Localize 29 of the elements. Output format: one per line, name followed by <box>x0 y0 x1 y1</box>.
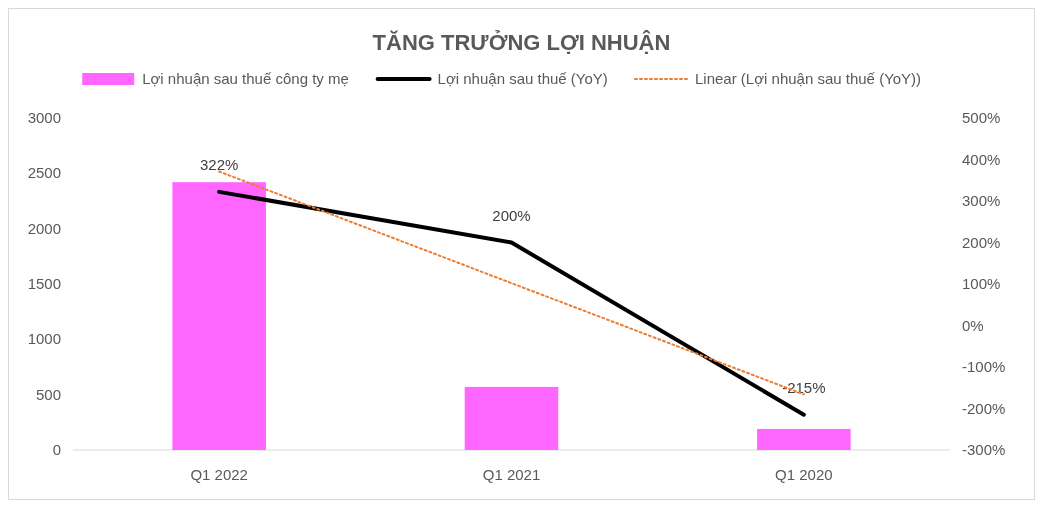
legend-label: Linear (Lợi nhuận sau thuế (YoY)) <box>695 70 922 87</box>
data-label: 322% <box>199 155 239 173</box>
legend-label: Lợi nhuận sau thuế công ty mẹ <box>142 70 349 87</box>
y2-tick-label: 300% <box>962 192 1001 209</box>
bar <box>464 386 559 450</box>
y2-tick-label: 0% <box>962 316 984 334</box>
y-tick-label: 1000 <box>27 330 61 348</box>
x-tick-label: Q1 2020 <box>775 466 833 483</box>
y2-tick-label: -300% <box>962 441 1006 458</box>
y-tick-label: 2000 <box>27 219 61 237</box>
legend-label: Lợi nhuận sau thuế (YoY) <box>437 70 608 87</box>
y2-tick-label: 500% <box>962 109 1001 126</box>
x-tick-label: Q1 2022 <box>190 466 248 483</box>
y-tick-label: 1500 <box>27 275 61 292</box>
data-label: -215% <box>782 378 826 396</box>
y-tick-label: 3000 <box>27 109 61 126</box>
y2-tick-label: 100% <box>962 275 1001 292</box>
x-tick-label: Q1 2021 <box>482 466 541 483</box>
y2-tick-label: -200% <box>962 399 1006 417</box>
data-label: 200% <box>492 206 531 224</box>
y-tick-label: 0 <box>52 441 61 458</box>
y2-tick-label: 200% <box>962 233 1001 251</box>
chart-title: TĂNG TRƯỞNG LỢI NHUẬN <box>372 30 671 55</box>
bar <box>172 182 266 450</box>
y-tick-label: 500 <box>35 385 61 403</box>
y2-tick-label: 400% <box>962 150 1001 168</box>
y2-tick-label: -100% <box>962 358 1006 375</box>
bar <box>757 428 851 450</box>
y-tick-label: 2500 <box>27 164 61 182</box>
